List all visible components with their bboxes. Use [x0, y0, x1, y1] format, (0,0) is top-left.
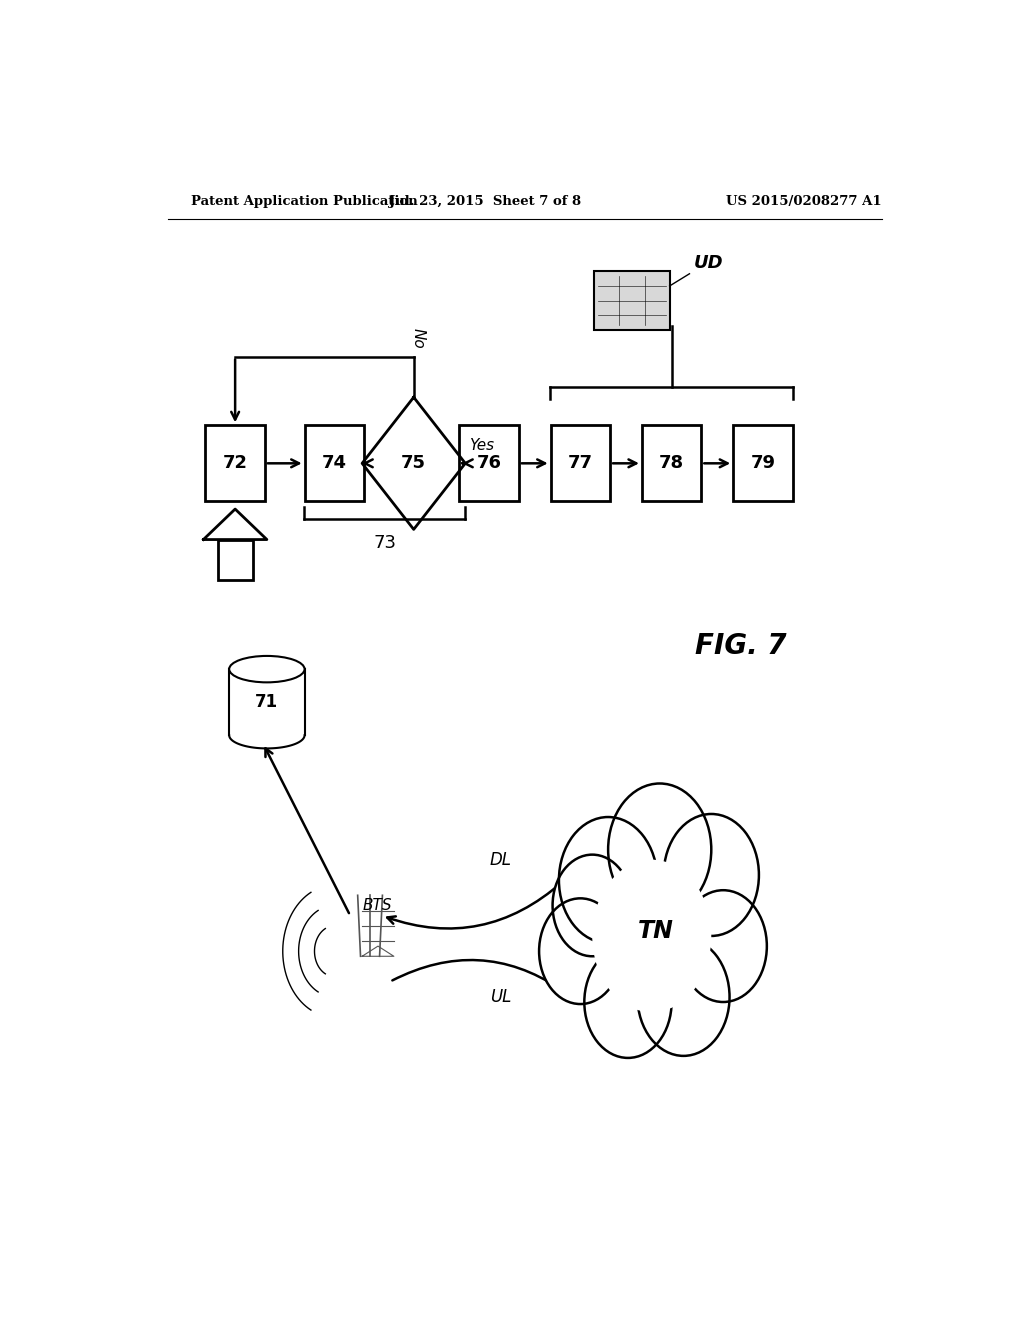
Text: 72: 72 [222, 454, 248, 473]
Bar [460, 425, 519, 502]
Circle shape [585, 946, 672, 1057]
Bar [218, 540, 253, 581]
Text: Jul. 23, 2015  Sheet 7 of 8: Jul. 23, 2015 Sheet 7 of 8 [389, 194, 582, 207]
Bar [304, 425, 365, 502]
Text: TN: TN [638, 919, 674, 942]
Text: 78: 78 [659, 454, 684, 473]
Circle shape [664, 814, 759, 936]
Text: 73: 73 [373, 535, 396, 553]
Ellipse shape [229, 656, 304, 682]
Text: Patent Application Publication: Patent Application Publication [191, 194, 418, 207]
Text: UD: UD [693, 253, 723, 272]
Text: FIG. 7: FIG. 7 [695, 632, 786, 660]
Text: 76: 76 [476, 454, 502, 473]
Bar [551, 425, 610, 502]
Circle shape [559, 817, 657, 942]
Text: US 2015/0208277 A1: US 2015/0208277 A1 [726, 194, 882, 207]
Bar [229, 669, 304, 735]
Circle shape [608, 784, 712, 916]
Bar [733, 425, 793, 502]
Text: UL: UL [490, 987, 512, 1006]
Circle shape [638, 939, 729, 1056]
Bar [594, 271, 670, 330]
Text: Yes: Yes [469, 438, 495, 453]
Bar [642, 425, 701, 502]
Text: 71: 71 [255, 693, 279, 711]
Circle shape [592, 859, 712, 1012]
Text: No: No [411, 327, 425, 348]
Text: BTS: BTS [362, 898, 391, 913]
Circle shape [539, 899, 622, 1005]
Text: 77: 77 [568, 454, 593, 473]
Text: DL: DL [490, 850, 512, 869]
Bar [206, 425, 265, 502]
Text: 75: 75 [401, 454, 426, 473]
Text: 79: 79 [751, 454, 775, 473]
Text: 74: 74 [322, 454, 347, 473]
Circle shape [553, 854, 632, 956]
Circle shape [680, 890, 767, 1002]
